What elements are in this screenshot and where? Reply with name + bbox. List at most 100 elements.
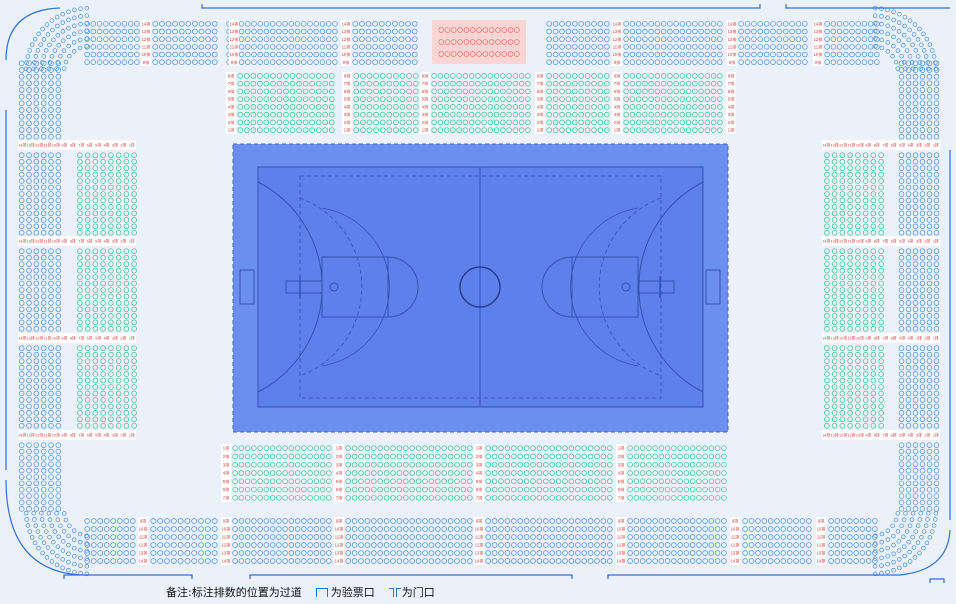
right-arc-big [570,207,639,367]
corner-top-right[interactable] [872,5,939,72]
bottom-lower-block-3[interactable] [485,445,613,501]
row-label: 13排 [831,336,839,341]
row-label: 2排 [924,143,930,148]
right-three-point-arc [638,181,704,393]
left-outer-block-0[interactable] [18,60,62,140]
right-outer-block-1[interactable] [898,152,940,236]
row-label: 8排 [874,433,880,438]
top-lower-block-5[interactable] [623,73,723,133]
left-outer-block-1[interactable] [18,152,62,236]
left-inner-block-2[interactable] [77,248,137,332]
row-label: 7排 [344,80,351,87]
bottom-lower-block-4[interactable] [627,445,727,501]
bottom-lower-block-2[interactable] [345,445,473,501]
row-label: 8排 [70,433,76,438]
row-label: 2排 [614,119,621,126]
row-label: 11排 [848,239,856,244]
left-dashed-arc [299,197,363,377]
row-label: 11排 [814,43,823,50]
top-upper-block-1[interactable] [84,21,140,65]
left-inner-block-3[interactable] [77,345,137,429]
vip-seats[interactable] [438,27,520,57]
top-lower-block-1[interactable] [237,73,335,133]
right-outer-block-3[interactable] [898,345,940,429]
bottom-upper-block-5[interactable] [485,518,613,564]
row-label: 13排 [27,336,35,341]
row-label: 12排 [142,36,152,43]
left-outer-block-3[interactable] [18,345,62,429]
right-outer-block-0[interactable] [898,60,940,140]
row-label: 8排 [728,72,735,79]
top-lower-block-3[interactable] [431,73,531,133]
right-inner-block-2[interactable] [824,248,884,332]
left-outer-block-4[interactable] [18,442,62,512]
row-label: 11排 [335,534,344,541]
row-label: 9排 [140,518,147,525]
bottom-lower-block-1[interactable] [232,445,332,501]
top-upper-block-7[interactable] [738,21,808,65]
right-outer-block-2[interactable] [898,248,940,332]
row-label: 1排 [228,127,235,134]
row-label: 3排 [618,461,625,468]
row-label: 5排 [95,239,101,244]
row-label: 10排 [617,526,627,533]
row-label: 5排 [95,143,101,148]
top-lower-block-4[interactable] [546,73,610,133]
row-label: 1排 [728,127,735,134]
row-label: 13排 [617,550,627,557]
row-label: 13排 [831,239,839,244]
row-label: 9排 [614,59,621,66]
bottom-upper-block-2[interactable] [150,518,218,564]
row-label: 13排 [142,28,152,35]
row-label: 11排 [139,534,148,541]
row-label: 14排 [18,433,26,438]
bottom-upper-block-1[interactable] [84,518,136,564]
corner-bottom-right[interactable] [872,510,939,577]
top-upper-block-2[interactable] [152,21,218,65]
row-label: 12排 [839,433,847,438]
top-lower-block-2[interactable] [353,73,419,133]
row-label: 3排 [916,336,922,341]
row-label: 14排 [613,20,623,27]
right-outer-block-4[interactable] [898,442,940,512]
left-inner-block-1[interactable] [77,152,137,236]
ticket-gate-icon [315,587,328,597]
bottom-upper-block-8[interactable] [828,518,878,564]
legend-ticket-gate: 为验票口 [330,586,375,599]
corner-top-left[interactable] [23,5,90,72]
top-upper-block-3[interactable] [226,21,338,65]
bottom-upper-block-6[interactable] [627,518,727,564]
row-label: 11排 [848,433,856,438]
bottom-upper-block-3[interactable] [232,518,332,564]
right-labels-4: 14排 13排 12排 11排 10排 9排 8排 7排 6排 5排 4排 3排 2排 1排 [822,430,940,440]
row-label: 7排 [78,239,84,244]
bottom-upper-block-7[interactable] [742,518,812,564]
row-label: 4排 [104,143,110,148]
row-label: 10排 [856,239,864,244]
top-upper-block-4[interactable] [352,21,418,65]
row-label: 12排 [35,336,43,341]
row-label: 5排 [336,478,343,485]
row-label: 2排 [344,119,351,126]
top-upper-block-5[interactable] [546,21,610,65]
row-label: 3排 [916,433,922,438]
top-upper-block-6[interactable] [623,21,723,65]
left-outer-block-2[interactable] [18,248,62,332]
right-inner-block-3[interactable] [824,345,884,429]
row-label: 9排 [618,518,625,525]
row-label: 10排 [856,433,864,438]
right-inner-block-1[interactable] [824,152,884,236]
top-upper-block-8[interactable] [824,21,880,65]
row-label: 12排 [814,36,824,43]
corner-bottom-left[interactable] [23,510,90,577]
row-label: 8排 [614,72,621,79]
right-hoop-support [637,280,675,294]
bottom-upper-block-4[interactable] [345,518,473,564]
row-label: 14排 [817,558,827,565]
